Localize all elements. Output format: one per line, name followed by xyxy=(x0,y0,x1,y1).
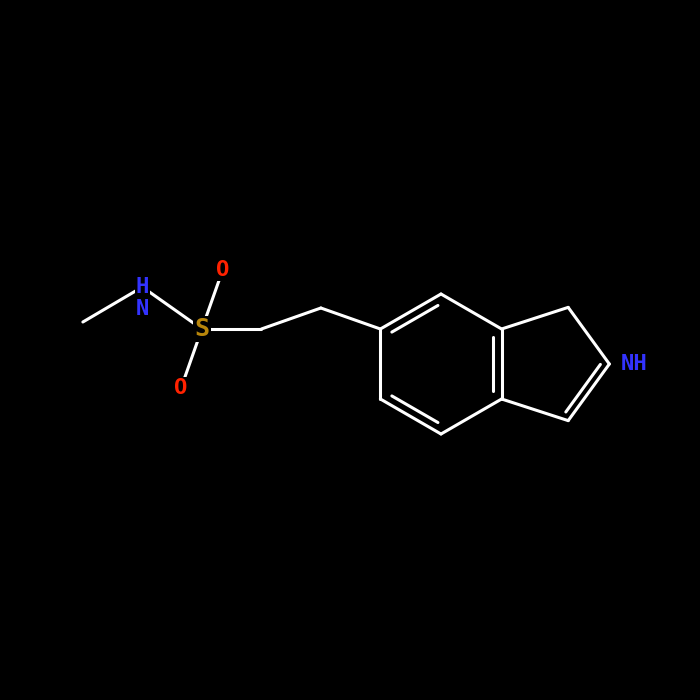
Text: H: H xyxy=(136,277,149,297)
Text: O: O xyxy=(216,260,230,279)
Text: N: N xyxy=(136,300,149,319)
Text: O: O xyxy=(174,379,188,398)
Text: S: S xyxy=(195,317,209,341)
Text: NH: NH xyxy=(620,354,648,374)
